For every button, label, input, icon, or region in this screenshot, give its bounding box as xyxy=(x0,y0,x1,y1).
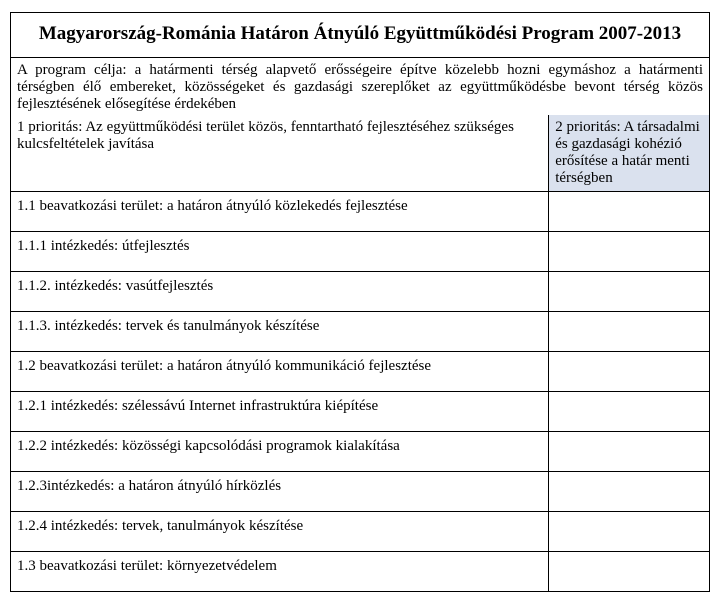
table-row: 1.1 beavatkozási terület: a határon átny… xyxy=(11,192,710,232)
row-label: 1.2.3intézkedés: a határon átnyúló hírkö… xyxy=(11,472,549,512)
row-label: 1.1.1 intézkedés: útfejlesztés xyxy=(11,232,549,272)
table-row: 1.2 beavatkozási terület: a határon átny… xyxy=(11,352,710,392)
title-row: Magyarország-Románia Határon Átnyúló Egy… xyxy=(11,13,710,58)
row-label: 1.1 beavatkozási terület: a határon átny… xyxy=(11,192,549,232)
row-empty xyxy=(549,552,710,592)
objective-row: A program célja: a határmenti térség ala… xyxy=(11,58,710,116)
row-empty xyxy=(549,512,710,552)
table-row: 1.2.1 intézkedés: szélessávú Internet in… xyxy=(11,392,710,432)
row-empty xyxy=(549,432,710,472)
row-label: 1.2 beavatkozási terület: a határon átny… xyxy=(11,352,549,392)
row-label: 1.2.1 intézkedés: szélessávú Internet in… xyxy=(11,392,549,432)
row-label: 1.1.2. intézkedés: vasútfejlesztés xyxy=(11,272,549,312)
row-empty xyxy=(549,352,710,392)
program-title: Magyarország-Románia Határon Átnyúló Egy… xyxy=(11,13,710,58)
table-row: 1.2.3intézkedés: a határon átnyúló hírkö… xyxy=(11,472,710,512)
row-label: 1.1.3. intézkedés: tervek és tanulmányok… xyxy=(11,312,549,352)
row-empty xyxy=(549,232,710,272)
row-empty xyxy=(549,472,710,512)
priority-2-cell: 2 prioritás: A társadalmi és gazdasági k… xyxy=(549,115,710,192)
table-row: 1.3 beavatkozási terület: környezetvédel… xyxy=(11,552,710,592)
row-label: 1.2.4 intézkedés: tervek, tanulmányok ké… xyxy=(11,512,549,552)
row-label: 1.3 beavatkozási terület: környezetvédel… xyxy=(11,552,549,592)
row-empty xyxy=(549,272,710,312)
table-row: 1.1.2. intézkedés: vasútfejlesztés xyxy=(11,272,710,312)
row-empty xyxy=(549,392,710,432)
table-row: 1.1.1 intézkedés: útfejlesztés xyxy=(11,232,710,272)
priority-row: 1 prioritás: Az együttműködési terület k… xyxy=(11,115,710,192)
row-label: 1.2.2 intézkedés: közösségi kapcsolódási… xyxy=(11,432,549,472)
document-container: Magyarország-Románia Határon Átnyúló Egy… xyxy=(0,0,720,604)
table-row: 1.2.4 intézkedés: tervek, tanulmányok ké… xyxy=(11,512,710,552)
program-objective: A program célja: a határmenti térség ala… xyxy=(11,58,710,116)
row-empty xyxy=(549,312,710,352)
table-row: 1.1.3. intézkedés: tervek és tanulmányok… xyxy=(11,312,710,352)
priority-1-cell: 1 prioritás: Az együttműködési terület k… xyxy=(11,115,549,192)
table-row: 1.2.2 intézkedés: közösségi kapcsolódási… xyxy=(11,432,710,472)
program-table: Magyarország-Románia Határon Átnyúló Egy… xyxy=(10,12,710,592)
row-empty xyxy=(549,192,710,232)
